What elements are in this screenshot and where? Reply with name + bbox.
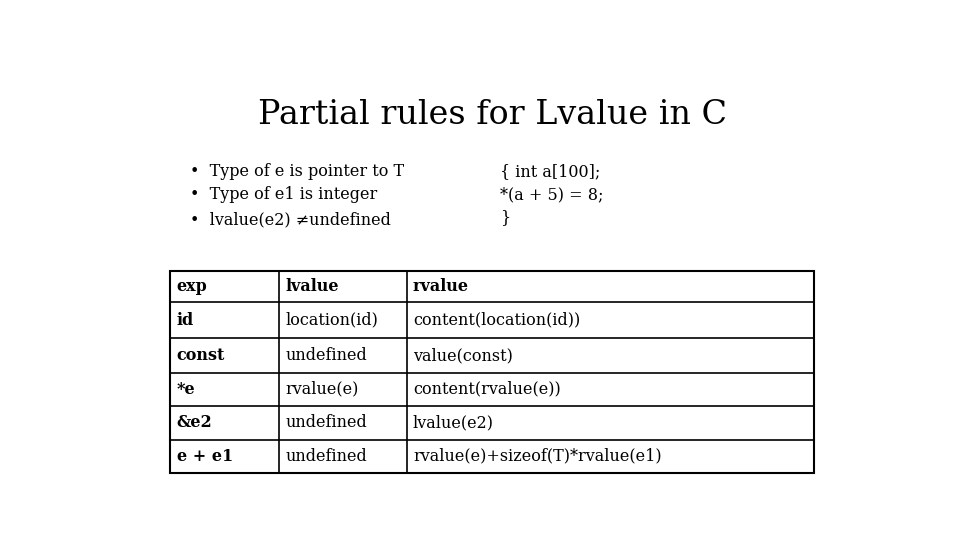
Text: undefined: undefined [285, 347, 367, 364]
Text: value(const): value(const) [413, 347, 513, 364]
Text: &e2: &e2 [177, 414, 212, 431]
Text: *e: *e [177, 381, 195, 398]
Text: Partial rules for Lvalue in C: Partial rules for Lvalue in C [257, 99, 727, 131]
Text: •  Type of e is pointer to T: • Type of e is pointer to T [190, 164, 404, 180]
Text: rvalue(e)+sizeof(T)*rvalue(e1): rvalue(e)+sizeof(T)*rvalue(e1) [413, 448, 661, 465]
Text: location(id): location(id) [285, 312, 378, 328]
Text: id: id [177, 312, 194, 328]
Text: undefined: undefined [285, 414, 367, 431]
Text: rvalue(e): rvalue(e) [285, 381, 358, 398]
Text: }: } [500, 210, 510, 227]
Text: rvalue: rvalue [413, 278, 468, 295]
Text: lvalue: lvalue [285, 278, 339, 295]
Text: content(rvalue(e)): content(rvalue(e)) [413, 381, 561, 398]
Text: const: const [177, 347, 225, 364]
Text: *(a + 5) = 8;: *(a + 5) = 8; [500, 186, 603, 204]
Text: •  lvalue(e2) ≠undefined: • lvalue(e2) ≠undefined [190, 211, 391, 228]
Text: •  Type of e1 is integer: • Type of e1 is integer [190, 186, 377, 204]
Text: lvalue(e2): lvalue(e2) [413, 414, 494, 431]
Text: undefined: undefined [285, 448, 367, 465]
Text: exp: exp [177, 278, 207, 295]
Text: content(location(id)): content(location(id)) [413, 312, 580, 328]
Text: { int a[100];: { int a[100]; [500, 164, 600, 180]
Text: e + e1: e + e1 [177, 448, 233, 465]
